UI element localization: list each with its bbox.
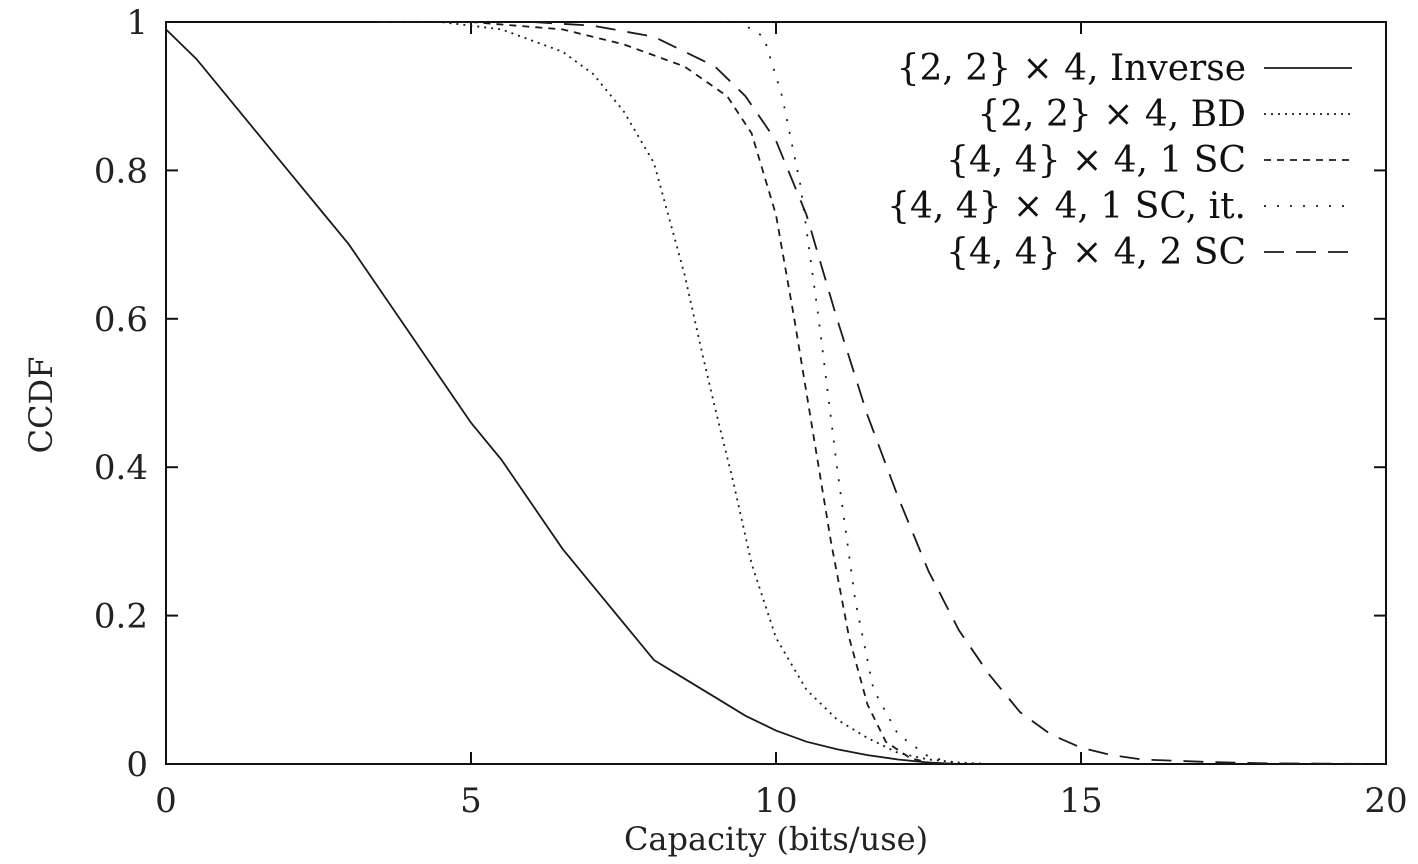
x-axis-title: Capacity (bits/use) xyxy=(624,820,928,858)
y-tick-label: 0 xyxy=(126,745,148,785)
legend-label-1: {2, 2} × 4, Inverse xyxy=(897,48,1246,89)
series-line-2 xyxy=(379,21,990,765)
x-tick-label: 20 xyxy=(1364,781,1407,821)
x-tick-label: 0 xyxy=(155,781,177,821)
legend-label-3: {4, 4} × 4, 1 SC xyxy=(946,140,1246,181)
y-tick-label: 0.8 xyxy=(94,151,148,191)
series-line-1 xyxy=(165,28,960,765)
x-tick-label: 5 xyxy=(460,781,482,821)
series-line-4 xyxy=(684,21,960,765)
x-tick-label: 10 xyxy=(754,781,797,821)
series-layer xyxy=(165,21,1387,765)
series-line-5 xyxy=(531,21,1387,765)
legend-label-5: {4, 4} × 4, 2 SC xyxy=(946,232,1246,273)
y-axis-title: CCDF xyxy=(22,357,60,454)
y-tick-label: 0.4 xyxy=(94,448,148,488)
legend-label-4: {4, 4} × 4, 1 SC, it. xyxy=(887,186,1246,227)
y-tick-label: 0.2 xyxy=(94,597,148,637)
x-tick-label: 15 xyxy=(1059,781,1102,821)
y-tick-label: 1 xyxy=(126,3,148,43)
tick-labels: 0 5 10 15 20 0 0.2 0.4 0.6 0.8 1 xyxy=(94,3,1408,821)
y-tick-label: 0.6 xyxy=(94,300,148,340)
series-line-3 xyxy=(379,21,935,765)
legend-label-2: {2, 2} × 4, BD xyxy=(977,94,1246,135)
legend: {2, 2} × 4, Inverse {2, 2} × 4, BD {4, 4} … xyxy=(887,48,1352,273)
